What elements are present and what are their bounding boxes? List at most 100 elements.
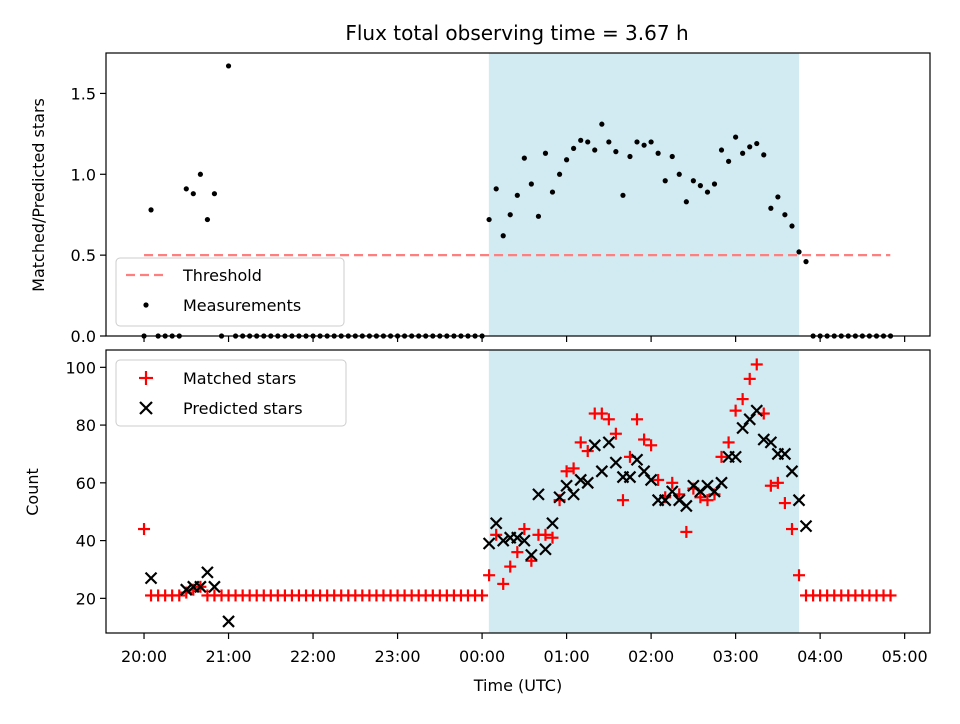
count-y-tick-label: 20: [76, 589, 96, 608]
matched-star-point: [511, 546, 524, 559]
measurement-point: [796, 249, 802, 255]
measurement-point: [204, 216, 211, 223]
predicted-star-point: [201, 566, 214, 579]
chart-title: Flux total observing time = 3.67 h: [345, 21, 688, 45]
measurement-point: [704, 189, 711, 195]
ratio-x-ticks: [143, 336, 906, 342]
predicted-star-point: [630, 453, 644, 467]
predicted-star-point: [799, 519, 813, 533]
measurement-point: [190, 191, 196, 197]
legend-matched-swatch: [139, 371, 153, 385]
count-y-tick-label: 60: [76, 474, 96, 493]
predicted-star-point: [180, 583, 193, 596]
predicted-star-point: [736, 421, 749, 435]
matched-star-point: [525, 554, 538, 567]
count-legend-box: [115, 359, 347, 427]
predicted-star-point: [637, 465, 651, 478]
measurement-point: [648, 139, 654, 145]
measurement-point: [514, 192, 520, 198]
measurement-point: [549, 189, 556, 195]
count-y-ticks: 20 40 60 80 100: [65, 358, 106, 608]
predicted-star-point: [778, 447, 792, 461]
measurement-point: [613, 149, 619, 155]
count-panel: 20 40 60 80 100 20:00 21:00 22:00 23:00 00:00 01:…: [23, 349, 931, 695]
predicted-star-point: [729, 450, 742, 464]
x-tick-label: 05:00: [882, 647, 928, 666]
matched-star-point: [476, 589, 489, 602]
matched-star-point: [638, 433, 651, 446]
x-tick-label: 02:00: [628, 647, 674, 666]
measurement-point: [563, 157, 570, 163]
measurement-point: [789, 223, 795, 229]
measurement-point: [676, 171, 682, 177]
predicted-star-point: [194, 580, 207, 594]
count-legend: Matched stars Predicted stars: [115, 359, 347, 427]
matched-star-point: [715, 450, 728, 463]
measurement-point: [634, 139, 640, 145]
measurement-point: [599, 121, 605, 127]
count-y-tick-label: 80: [76, 416, 96, 435]
predicted-star-point: [785, 465, 799, 478]
matched-star-point: [764, 479, 777, 492]
matched-star-point: [581, 445, 594, 458]
ratio-y-tick-label: 1.5: [71, 84, 96, 103]
predicted-star-point: [567, 488, 580, 501]
ratio-y-label: Matched/Predicted stars: [29, 98, 48, 292]
matched-star-point: [694, 491, 707, 504]
legend-matched-label: Matched stars: [183, 369, 296, 388]
count-axes-frame: [105, 349, 931, 634]
measurement-point: [620, 192, 626, 198]
measurement-point: [775, 194, 781, 200]
matched-star-point: [616, 494, 629, 507]
measurement-point: [500, 233, 506, 239]
measurement-point: [669, 153, 675, 160]
x-tick-label: 21:00: [205, 647, 251, 666]
measurement-point: [528, 181, 534, 187]
legend-predicted-swatch: [139, 401, 153, 415]
measurement-point: [641, 142, 647, 148]
measurement-point: [578, 137, 584, 143]
ratio-y-tick-label: 0.5: [71, 246, 96, 265]
measurement-point: [740, 150, 746, 156]
measurement-point: [507, 212, 513, 218]
measurement-point: [662, 178, 668, 184]
count-y-tick-label: 100: [65, 358, 96, 377]
predicted-star-point: [482, 537, 496, 550]
measurement-point: [733, 134, 739, 140]
matched-star-point: [701, 494, 714, 507]
measurement-point: [571, 145, 577, 152]
count-y-label: Count: [23, 468, 42, 516]
matched-star-point: [680, 525, 693, 538]
measurement-point: [197, 171, 204, 177]
measurement-points: [141, 63, 894, 339]
x-tick-label: 03:00: [713, 647, 759, 666]
measurement-point: [585, 139, 591, 145]
matched-star-point: [609, 427, 622, 440]
predicted-star-point: [560, 479, 573, 493]
matched-star-point: [750, 358, 763, 371]
measurement-point: [521, 155, 527, 161]
predicted-star-point: [708, 485, 721, 498]
predicted-star-point: [588, 439, 602, 452]
predicted-star-point: [792, 493, 806, 507]
predicted-star-point: [658, 493, 672, 507]
measurement-point: [768, 205, 774, 211]
matched-star-point: [567, 462, 580, 475]
matched-star-point: [574, 436, 587, 449]
legend-predicted-label: Predicted stars: [183, 399, 303, 418]
matched-star-points: [138, 358, 897, 602]
x-tick-label: 23:00: [375, 647, 421, 666]
measurement-point: [225, 63, 232, 69]
matched-star-point: [666, 476, 679, 489]
matched-star-point: [743, 372, 756, 385]
matched-star-point: [483, 569, 496, 582]
measurement-point: [655, 150, 661, 156]
matched-star-point: [546, 531, 559, 544]
predicted-star-point: [623, 470, 637, 484]
predicted-star-point: [680, 499, 693, 513]
x-tick-label: 00:00: [459, 647, 505, 666]
measurement-point: [592, 147, 598, 153]
predicted-star-point: [750, 404, 764, 417]
predicted-star-point: [539, 542, 552, 556]
measurement-point: [183, 186, 189, 192]
